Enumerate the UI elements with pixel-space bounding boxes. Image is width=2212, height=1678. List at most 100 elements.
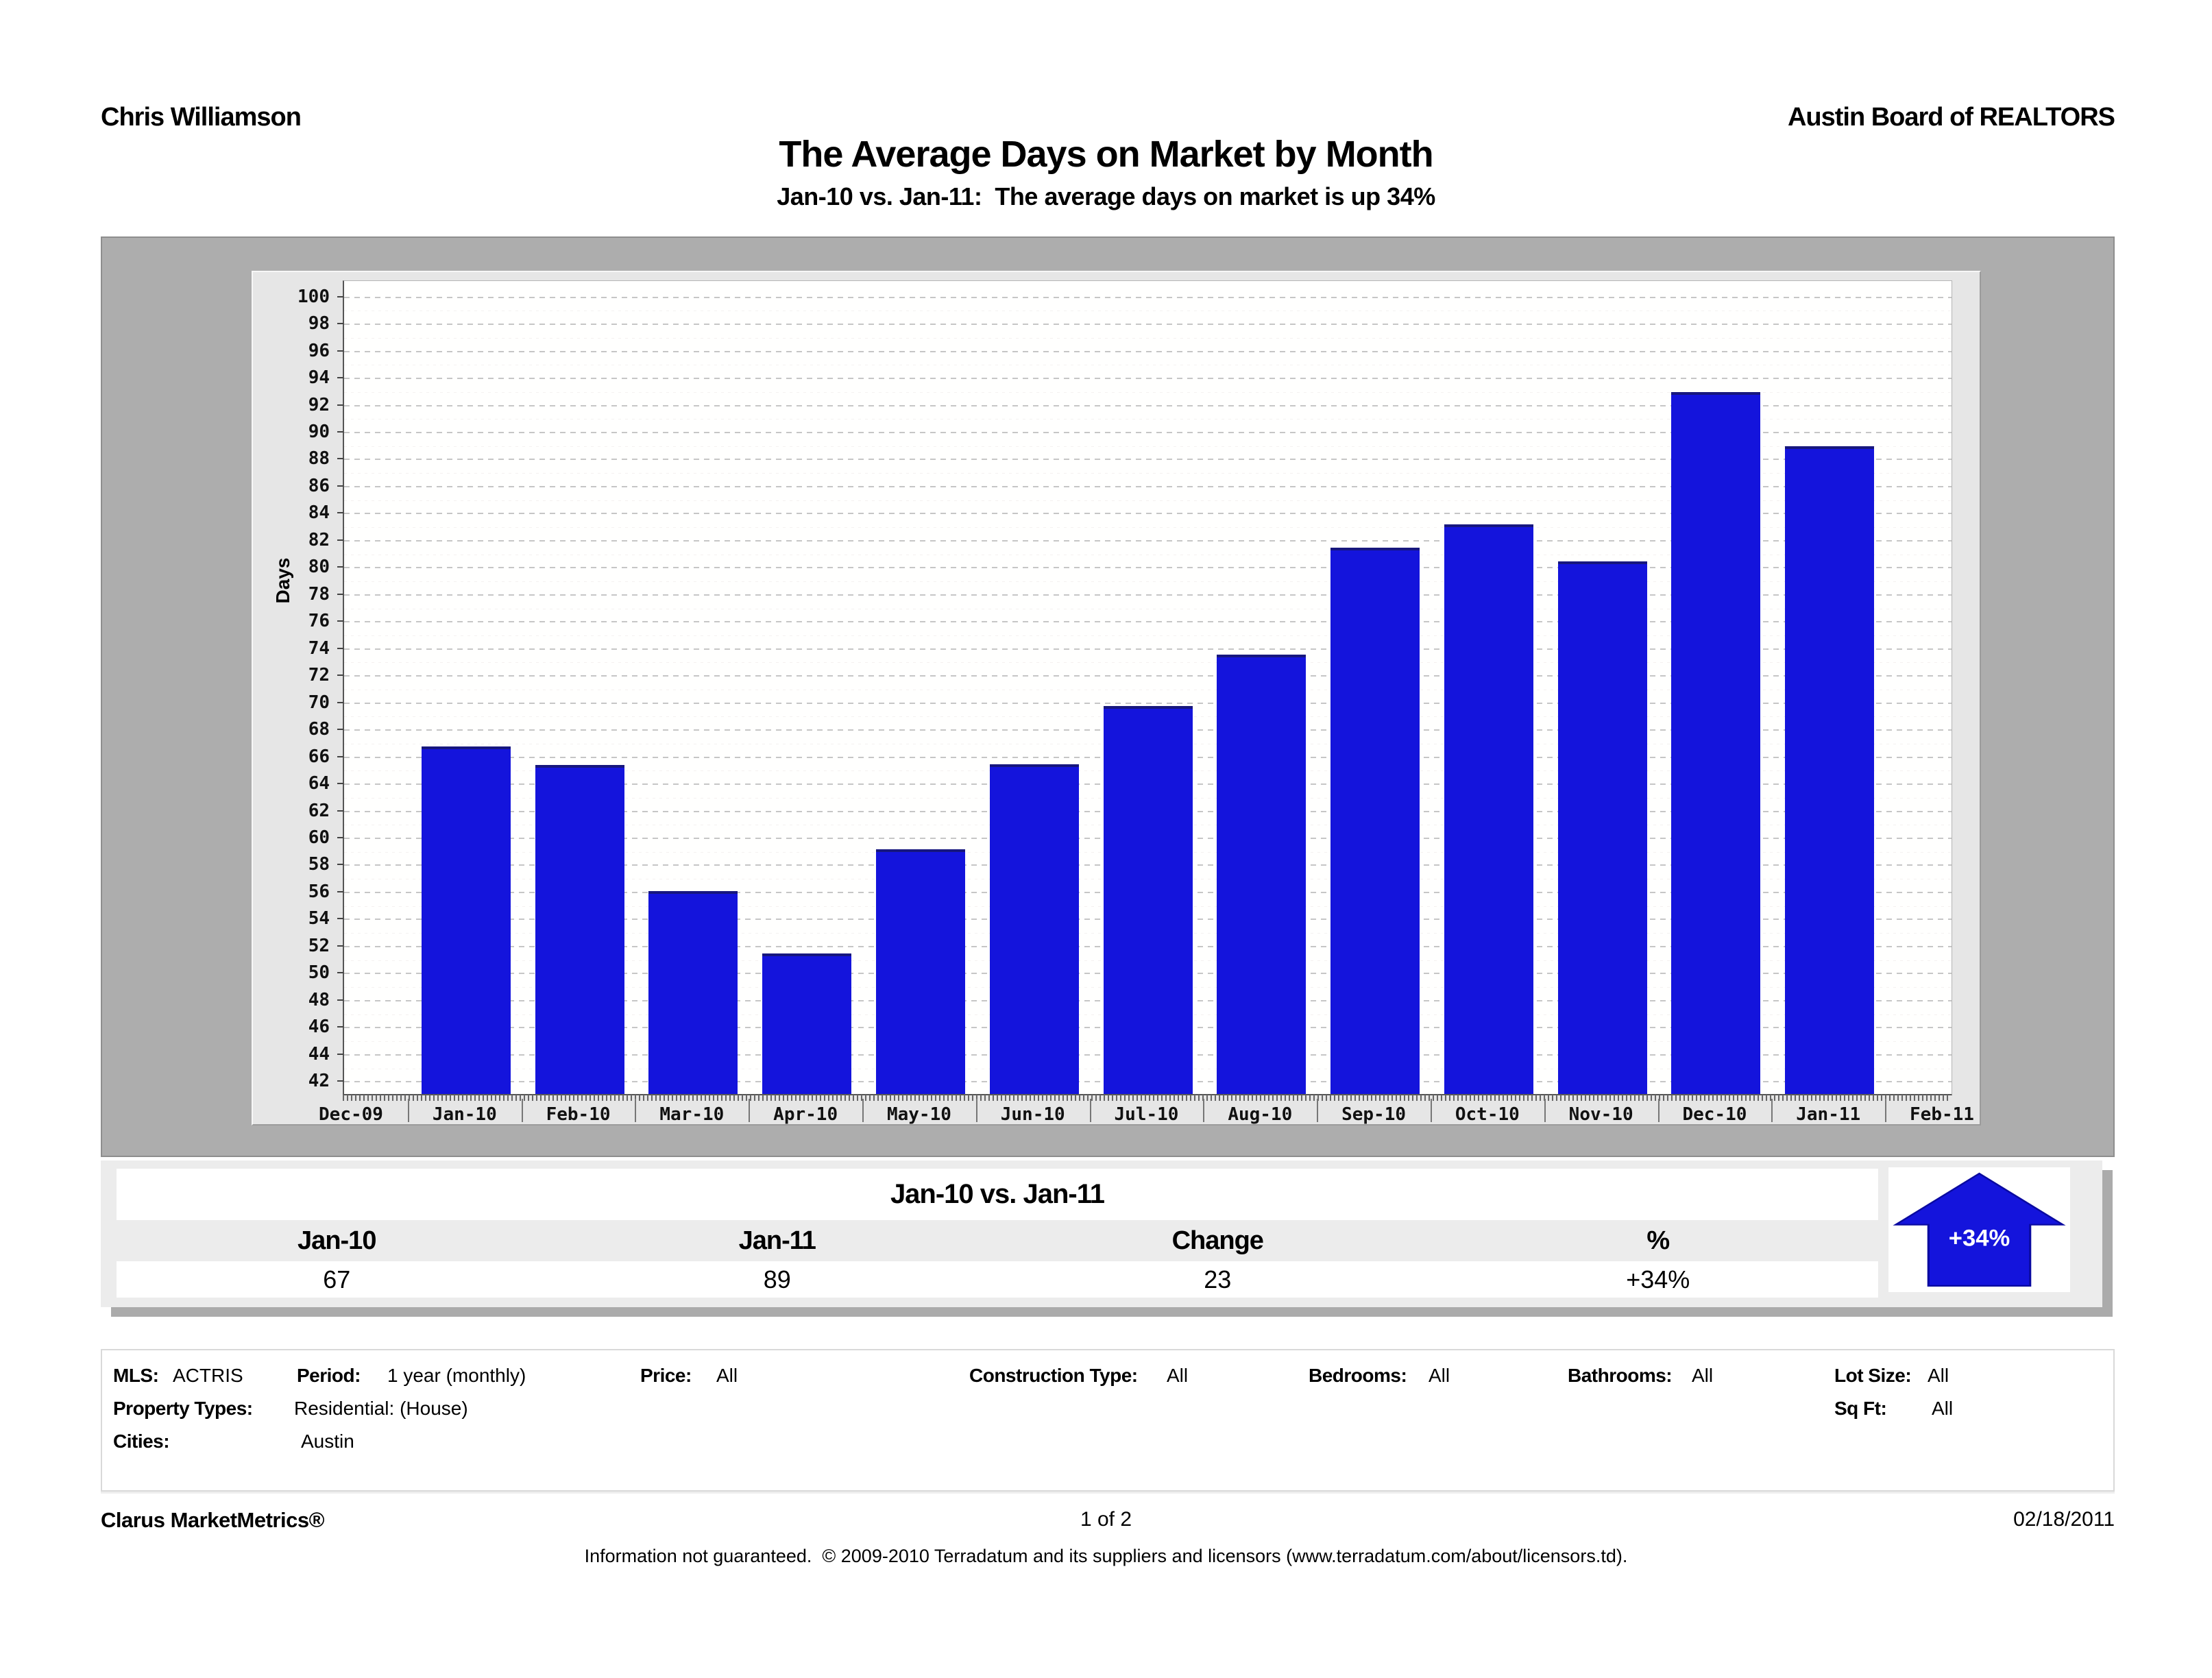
y-tick-label: 58 [308,854,330,875]
y-tick-label: 60 [308,827,330,849]
summary-val-jan11: 89 [763,1265,791,1293]
y-tick-label: 96 [308,340,330,361]
filters-row-1: MLS: ACTRIS Period: 1 year (monthly) Pri… [102,1364,2113,1387]
x-tick-label: Sep-10 [1341,1104,1407,1125]
y-tick-mark [337,1080,343,1082]
y-tick-label: 98 [308,313,330,335]
bar-Oct-10 [1444,524,1533,1094]
page-subtitle: Jan-10 vs. Jan-11: The average days on m… [777,182,1435,210]
x-boundary-tick [1089,1099,1091,1122]
bathrooms-value: All [1692,1365,1714,1386]
y-tick-label: 64 [308,773,330,794]
y-tick-mark [337,458,343,460]
period-value: 1 year (monthly) [387,1365,526,1386]
y-tick-mark [337,323,343,325]
summary-header-row: Jan-10 Jan-11 Change % [117,1220,1878,1261]
x-tick-label: Jul-10 [1114,1104,1179,1125]
y-tick-mark [337,295,343,297]
x-boundary-tick [1203,1099,1205,1122]
chart-panel: Days 42 44 46 48 50 52 54 56 58 60 62 64 66 68 70 72 74 7… [101,236,2115,1157]
chart-inner-panel: Days 42 44 46 48 50 52 54 56 58 60 62 64 66 68 70 72 74 7… [252,271,1981,1126]
property-types-label: Property Types: [113,1398,253,1419]
cities-label: Cities: [113,1431,170,1452]
y-tick-label: 74 [308,637,330,659]
bedrooms-label: Bedrooms: [1309,1365,1407,1386]
y-tick-mark [337,350,343,352]
summary-col-percent: % [1646,1226,1670,1255]
minor-gridline [344,635,1952,637]
x-tick-label: Dec-09 [319,1104,383,1125]
bar-Sep-10 [1330,547,1420,1094]
x-boundary-tick [1657,1099,1660,1122]
bar-Jun-10 [989,764,1079,1094]
minor-gridline [344,662,1952,664]
gridline [344,621,1952,623]
y-tick-mark [337,512,343,514]
up-arrow-label-layer: +34% [1949,1226,2010,1252]
y-tick-label: 66 [308,746,330,767]
bar-Nov-10 [1557,561,1647,1094]
gridline [344,485,1952,487]
x-tick-label: Dec-10 [1682,1104,1747,1125]
gridline [344,567,1952,569]
y-tick-mark [337,918,343,920]
y-tick-mark [337,999,343,1001]
y-tick-mark [337,647,343,649]
filters-panel: MLS: ACTRIS Period: 1 year (monthly) Pri… [101,1349,2115,1492]
sqft-label: Sq Ft: [1834,1398,1887,1419]
y-tick-mark [337,593,343,595]
y-tick-mark [337,729,343,731]
y-tick-label: 70 [308,692,330,713]
summary-panel: Jan-10 vs. Jan-11 Jan-10 Jan-11 Change %… [101,1160,2102,1307]
lot-size-label: Lot Size: [1834,1365,1912,1386]
y-tick-mark [337,1026,343,1028]
price-label: Price: [640,1365,692,1386]
y-tick-label: 56 [308,881,330,902]
x-boundary-tick [1544,1099,1546,1122]
summary-val-percent: +34% [1626,1265,1690,1293]
summary-table: Jan-10 vs. Jan-11 Jan-10 Jan-11 Change %… [117,1160,1878,1307]
x-tick-label: Apr-10 [773,1104,838,1125]
x-boundary-tick [1430,1099,1432,1122]
y-tick-label: 50 [308,962,330,984]
y-tick-label: 78 [308,583,330,605]
y-tick-label: 100 [297,286,330,307]
gridline [344,539,1952,542]
x-tick-label: Mar-10 [659,1104,725,1125]
x-boundary-tick [1771,1099,1773,1122]
y-tick-label: 86 [308,475,330,496]
x-tick-label: Nov-10 [1568,1104,1633,1125]
summary-val-jan10: 67 [323,1265,351,1293]
y-tick-mark [337,755,343,757]
y-tick-label: 46 [308,1017,330,1038]
y-tick-label: 68 [308,719,330,740]
y-tick-label: 80 [308,557,330,578]
x-boundary-tick [521,1099,523,1122]
minor-gridline [344,581,1952,583]
y-tick-mark [337,404,343,406]
x-boundary-tick [1885,1099,1887,1122]
period-label: Period: [297,1365,361,1386]
lot-size-value: All [1928,1365,1949,1386]
summary-title: Jan-10 vs. Jan-11 [117,1169,1878,1220]
bar-Jan-10 [421,746,511,1094]
y-tick-mark [337,783,343,785]
bar-Mar-10 [648,891,738,1094]
gridline [344,702,1952,704]
gridline [344,513,1952,515]
y-tick-label: 92 [308,394,330,415]
minor-gridline [344,391,1952,393]
gridline [344,296,1952,298]
mls-value: ACTRIS [173,1365,243,1386]
cities-value: Austin [301,1431,354,1452]
page-title: The Average Days on Market by Month [779,134,1433,175]
gridline [344,594,1952,596]
summary-value-row: 67 89 23 +34% [117,1261,1878,1298]
up-arrow-icon [1893,1172,2066,1287]
y-tick-label: 42 [308,1071,330,1092]
summary-col-change: Change [1171,1226,1264,1255]
minor-gridline [344,337,1952,339]
y-tick-mark [337,701,343,703]
y-tick-mark [337,377,343,379]
